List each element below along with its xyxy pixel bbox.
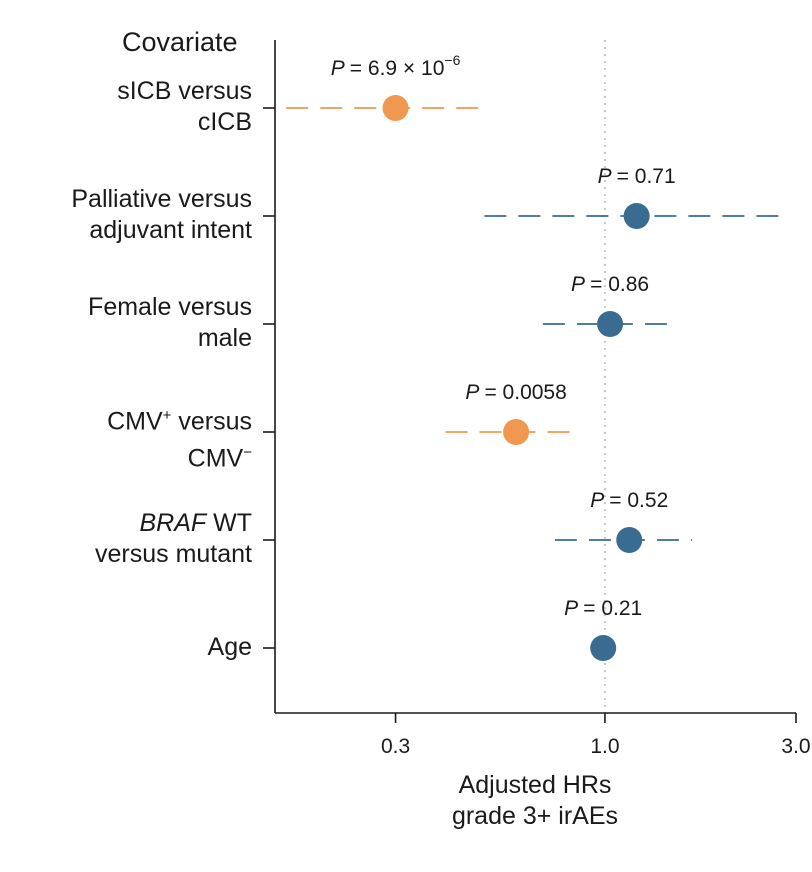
row-label-line1: sICB versus — [117, 77, 252, 105]
row-label-line2: male — [197, 324, 252, 352]
row-label-line2: CMV− — [187, 444, 252, 473]
row-label-line2: adjuvant intent — [89, 216, 252, 244]
hr-point-intent — [623, 203, 650, 229]
row-label-sex: Female versus male — [88, 292, 252, 354]
column-header: Covariate — [122, 27, 238, 57]
x-tick-label-0.3: 0.3 — [381, 735, 410, 758]
hr-point-sex — [597, 311, 624, 337]
row-label-braf: BRAF WT versus mutant — [95, 508, 252, 570]
p-value-label-intent: P = 0.71 — [598, 165, 676, 188]
row-label-cmv: CMV+ versus CMV− — [107, 400, 252, 475]
row-label-line1: CMV+ versus — [107, 407, 252, 436]
hr-point-age — [590, 635, 617, 661]
row-label-line1: BRAF WT — [139, 509, 252, 537]
row-label-line1: Female versus — [88, 293, 252, 321]
p-value-label-braf: P = 0.52 — [590, 489, 668, 512]
p-value-label-age: P = 0.21 — [564, 597, 642, 620]
row-label-line1: Palliative versus — [71, 185, 252, 213]
x-axis-title: Adjusted HRs grade 3+ irAEs — [451, 771, 619, 830]
x-tick-label-1.0: 1.0 — [590, 735, 619, 758]
p-value-label-cmv: P = 0.0058 — [465, 381, 566, 404]
row-label-intent: Palliative versus adjuvant intent — [71, 184, 252, 246]
row-label-line1: Age — [207, 633, 252, 661]
hr-point-cmv — [503, 419, 530, 445]
hr-point-braf — [616, 527, 643, 553]
x-tick-label-3.0: 3.0 — [781, 735, 810, 758]
p-value-label-sicb: P = 6.9 × 10−6 — [331, 52, 461, 80]
hr-point-sicb — [382, 95, 409, 121]
row-label-line2: cICB — [197, 108, 252, 136]
row-label-age: Age — [208, 632, 252, 663]
p-value-label-sex: P = 0.86 — [571, 273, 649, 296]
row-label-line2: versus mutant — [94, 540, 252, 568]
row-label-sicb: sICB versus cICB — [117, 76, 252, 138]
